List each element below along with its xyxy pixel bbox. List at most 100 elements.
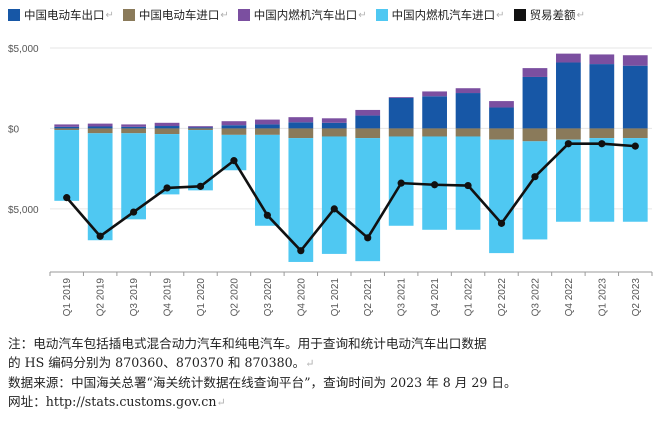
bar-ice-import [622, 138, 648, 222]
legend-label: 中国电动车出口 [24, 8, 105, 22]
bar-ev-import [54, 128, 80, 131]
bar-ev-import [589, 128, 615, 139]
bar-ev-export [556, 62, 581, 129]
note-line-3: 数据来源：中国海关总署“海关统计数据在线查询平台”，查询时间为 2023 年 8… [8, 375, 517, 390]
balance-point [464, 181, 472, 190]
y-tick-label: $0 [8, 124, 20, 135]
x-tick-label: Q3 2021 [397, 278, 408, 317]
bar-ice-export [556, 53, 581, 63]
balance-point [631, 142, 639, 150]
bar-ice-import [489, 139, 514, 254]
bar-ice-export [589, 54, 615, 65]
bar-ice-export [87, 123, 113, 127]
bar-ev-export [255, 124, 280, 129]
legend-label: 中国内燃机汽车进口 [391, 8, 496, 22]
bar-ev-export [489, 107, 514, 129]
balance-point [598, 140, 606, 148]
x-tick-label: Q3 2022 [530, 278, 541, 317]
bar-ev-import [355, 128, 381, 139]
bar-ev-export [321, 122, 347, 129]
paragraph-mark-icon: ↵ [576, 9, 585, 21]
legend-swatch [237, 9, 250, 21]
bar-ice-export [188, 126, 213, 128]
bar-ev-import [422, 128, 447, 137]
x-tick-label: Q2 2023 [631, 278, 642, 317]
bar-ev-export [87, 126, 113, 129]
bar-ev-import [388, 128, 414, 137]
note-line-2: 的 HS 编码分别为 870360、870370 和 870380。↵ [8, 355, 315, 370]
bar-ice-export [288, 117, 314, 123]
bar-ice-import [54, 130, 80, 201]
x-tick-label: Q2 2020 [229, 278, 240, 317]
bar-ice-export [388, 97, 414, 98]
legend-item-ice-export: 中国内燃机汽车出口 ↵ [237, 7, 367, 23]
legend-swatch [513, 9, 526, 21]
x-tick-label: Q3 2020 [263, 278, 274, 317]
bar-ev-import [622, 128, 648, 139]
bar-ev-import [255, 128, 280, 135]
bar-ice-import [589, 138, 615, 222]
legend-label: 贸易差额 [529, 8, 576, 22]
bar-ice-export [154, 122, 180, 127]
legend-label: 中国电动车进口 [138, 8, 220, 22]
bar-ice-export [522, 68, 548, 77]
paragraph-mark-icon: ↵ [496, 9, 505, 21]
bar-ev-export [622, 65, 648, 129]
balance-point [163, 184, 171, 192]
legend: 中国电动车出口 ↵ 中国电动车进口 ↵ 中国内燃机汽车出口 ↵ 中国内燃机汽车进口 ↵ 贸易差额… [8, 6, 653, 24]
source-url[interactable]: 网址：http://stats.customs.gov.cn [8, 394, 217, 409]
x-tick-label: Q4 2022 [564, 278, 575, 317]
x-tick-label: Q1 2019 [62, 278, 73, 317]
bar-ev-export [422, 96, 447, 129]
bar-ev-import [188, 128, 213, 131]
bar-ice-export [54, 124, 80, 127]
y-tick-label: $5,000 [8, 44, 39, 55]
x-tick-label: Q3 2019 [129, 278, 140, 317]
balance-point [196, 182, 205, 190]
x-tick-label: Q2 2021 [363, 278, 374, 317]
bar-ev-export [388, 97, 414, 129]
bar-ice-export [255, 119, 280, 125]
bar-ev-import [288, 128, 314, 139]
bar-ev-import [455, 128, 481, 137]
legend-label: 中国内燃机汽车出口 [253, 8, 358, 22]
legend-swatch [375, 9, 388, 21]
bar-ice-export [321, 118, 347, 123]
bar-ice-export [489, 101, 514, 108]
bar-ev-export [221, 125, 247, 129]
bar-ice-export [355, 109, 381, 116]
bar-ev-export [188, 127, 213, 129]
paragraph-mark-icon: ↵ [305, 357, 315, 370]
bar-ice-import [154, 134, 180, 195]
x-tick-label: Q1 2023 [597, 278, 608, 317]
x-tick-label: Q2 2022 [497, 278, 508, 317]
x-tick-label: Q1 2022 [464, 278, 475, 317]
bar-ev-import [556, 128, 581, 140]
balance-point [230, 157, 238, 165]
bar-ev-export [455, 93, 481, 129]
bar-ev-export [288, 122, 314, 129]
notes: 注：电动汽车包括插电式混合动力汽车和纯电汽车。用于查询和统计电动汽车出口数据 的… [8, 334, 653, 412]
bar-ice-export [455, 88, 481, 94]
bar-ev-import [321, 128, 347, 137]
balance-point [330, 205, 338, 213]
balance-point [96, 232, 104, 240]
note-line-1: 注：电动汽车包括插电式混合动力汽车和纯电汽车。用于查询和统计电动汽车出口数据 [8, 336, 487, 351]
bar-ev-export [121, 126, 146, 129]
balance-line [65, 142, 636, 252]
bar-ev-import [154, 128, 180, 135]
balance-point [364, 234, 372, 242]
balance-point [297, 247, 305, 255]
balance-point [130, 208, 138, 216]
y-tick-label: $5,000 [8, 205, 39, 216]
bar-ev-import [87, 128, 113, 134]
trade-chart: $5,000 $0 $5,000 Q1 2019 Q2 2019 Q3 2019 Q4 20… [8, 44, 653, 317]
x-tick-label: Q1 2020 [196, 278, 207, 317]
bar-ev-import [121, 128, 146, 134]
x-tick-label: Q2 2019 [96, 278, 107, 317]
bar-ev-import [522, 128, 548, 142]
paragraph-mark-icon: ↵ [358, 9, 367, 21]
balance-point [63, 194, 71, 202]
legend-item-ev-export: 中国电动车出口 ↵ [8, 7, 114, 23]
x-tick-label: Q1 2021 [330, 278, 341, 317]
